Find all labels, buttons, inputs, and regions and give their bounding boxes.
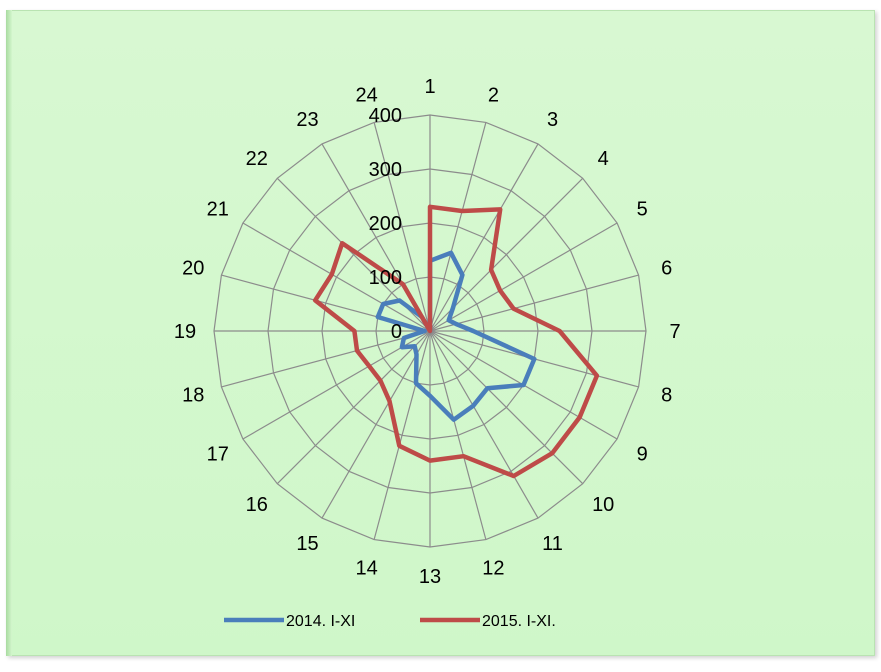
category-label-11: 11 xyxy=(542,533,563,555)
category-label-13: 13 xyxy=(419,566,441,588)
category-label-3: 3 xyxy=(547,109,558,131)
category-label-9: 9 xyxy=(637,444,648,466)
spoke-15 xyxy=(322,331,430,518)
tick-label-300: 300 xyxy=(369,159,402,181)
legend: 2014. I-XI 2015. I-XI. xyxy=(224,613,556,630)
category-label-12: 12 xyxy=(482,558,504,580)
category-label-2: 2 xyxy=(488,84,499,106)
category-label-5: 5 xyxy=(637,199,648,221)
category-label-6: 6 xyxy=(661,258,672,280)
legend-label-1: 2014. I-XI xyxy=(286,613,355,630)
category-label-1: 1 xyxy=(424,76,435,98)
category-label-7: 7 xyxy=(669,321,680,343)
radial-tick-labels: 0 100 200 300 400 xyxy=(369,105,402,343)
spoke-16 xyxy=(277,331,430,484)
category-label-10: 10 xyxy=(592,494,614,516)
category-label-22: 22 xyxy=(246,148,268,170)
category-label-15: 15 xyxy=(296,533,318,555)
category-label-20: 20 xyxy=(182,258,204,280)
category-label-23: 23 xyxy=(296,109,318,131)
spoke-10 xyxy=(430,331,583,484)
tick-label-200: 200 xyxy=(369,213,402,235)
category-label-19: 19 xyxy=(174,321,196,343)
spoke-14 xyxy=(374,331,430,540)
tick-label-400: 400 xyxy=(369,105,402,127)
category-label-4: 4 xyxy=(598,148,609,170)
category-label-16: 16 xyxy=(246,494,268,516)
category-label-21: 21 xyxy=(207,199,229,221)
category-label-17: 17 xyxy=(207,444,229,466)
category-label-18: 18 xyxy=(182,384,204,406)
tick-label-0: 0 xyxy=(391,321,402,343)
category-label-14: 14 xyxy=(355,558,377,580)
spoke-2 xyxy=(430,122,486,331)
category-label-24: 24 xyxy=(355,84,377,106)
tick-label-100: 100 xyxy=(369,267,402,289)
legend-label-2: 2015. I-XI. xyxy=(482,613,556,630)
spoke-11 xyxy=(430,331,538,518)
category-label-8: 8 xyxy=(661,384,672,406)
spoke-12 xyxy=(430,331,486,540)
spoke-3 xyxy=(430,144,538,331)
